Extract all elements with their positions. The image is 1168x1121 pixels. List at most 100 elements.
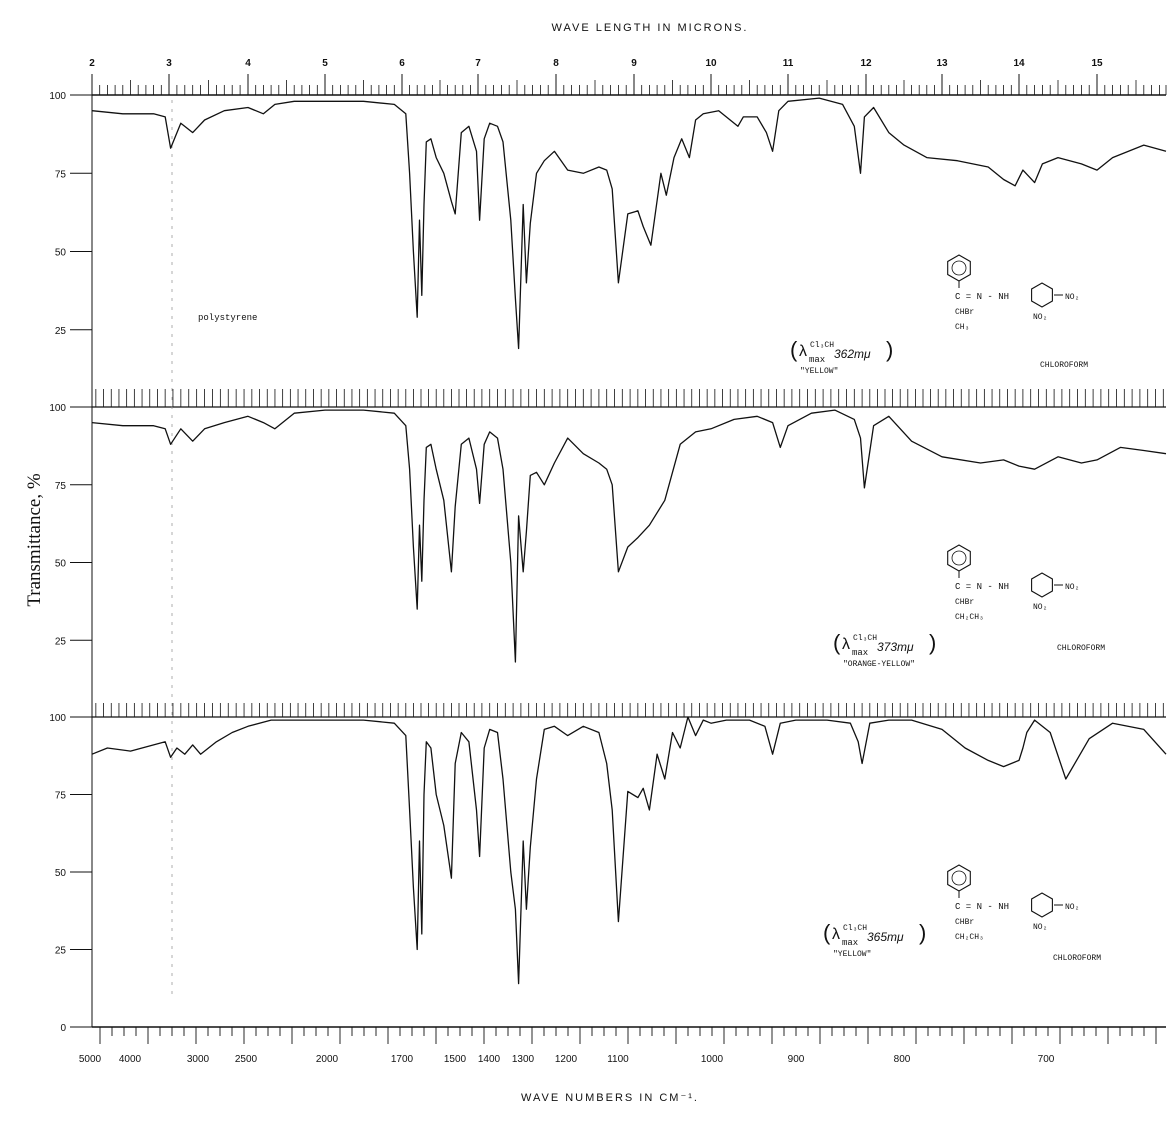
lambda-paren-close: ) [919, 920, 926, 945]
y-tick-label: 100 [49, 403, 66, 414]
structure-alkyl-text: CH₃ [955, 323, 969, 332]
top-tick-label: 14 [1013, 58, 1025, 69]
aromatic-circle-icon [951, 870, 967, 886]
axes-layer: 2 3 4 5 6 7 8 9 10 11 12 13 14 15 5000 4000 3000 2500 2000… [49, 58, 1167, 1065]
aromatic-circle-icon [951, 550, 967, 566]
structure-nitro-ortho-text: NO₂ [1033, 313, 1047, 322]
nitrophenyl-ring-icon [1031, 892, 1053, 918]
structure-alkyl-text: CH₂CH₃ [955, 933, 984, 942]
traces-layer [91, 97, 1167, 985]
bottom-tick-label: 1100 [607, 1054, 629, 1065]
structure-chbr-text: CHBr [955, 918, 974, 927]
lambda-max-value: 365mμ [867, 930, 904, 944]
y-tick-label: 25 [55, 326, 67, 337]
lambda-paren-open: ( [823, 920, 831, 945]
color-note: "ORANGE-YELLOW" [843, 660, 915, 669]
lambda-max-value: 373mμ [877, 640, 914, 654]
lambda-max-value: 362mμ [834, 347, 871, 361]
spectrum-trace-3 [91, 716, 1167, 985]
bottom-tick-label: 1500 [444, 1054, 467, 1065]
y-tick-label: 75 [55, 169, 67, 180]
lambda-solvent-sup: Cl₃CH [843, 924, 867, 933]
y-tick-label: 100 [49, 713, 66, 724]
structure-alkyl-text: CH₂CH₃ [955, 613, 984, 622]
phenyl-ring-icon [947, 254, 971, 282]
lambda-symbol: λ [832, 926, 840, 943]
lambda-symbol: λ [799, 343, 807, 360]
bottom-tick-label: 5000 [79, 1054, 102, 1065]
y-tick-label: 50 [55, 559, 67, 570]
top-tick-label: 15 [1091, 58, 1103, 69]
bottom-tick-label: 700 [1038, 1054, 1055, 1065]
structure-hydrazone-text: C = N - NH [955, 902, 1009, 912]
bottom-tick-label: 1300 [512, 1054, 535, 1065]
y-tick-label: 75 [55, 791, 67, 802]
structure-nitro-ortho-text: NO₂ [1033, 603, 1047, 612]
color-note: "YELLOW" [833, 950, 871, 959]
lambda-max-label: max [852, 648, 868, 658]
sample-label: polystyrene [198, 313, 257, 323]
spectrum-trace-2 [91, 409, 1167, 663]
lambda-paren-open: ( [833, 630, 841, 655]
solvent-label: CHLOROFORM [1053, 954, 1101, 963]
structure-hydrazone-text: C = N - NH [955, 292, 1009, 302]
y-tick-label: 25 [55, 946, 67, 957]
top-axis-title: WAVE LENGTH IN MICRONS. [552, 22, 749, 34]
lambda-symbol: λ [842, 636, 850, 653]
bottom-tick-label: 1000 [701, 1054, 724, 1065]
phenyl-ring-icon [947, 864, 971, 892]
lambda-paren-close: ) [929, 630, 936, 655]
y-tick-label: 50 [55, 868, 67, 879]
y-tick-label: 100 [49, 91, 66, 102]
y-axis-label: Transmittance, % [24, 473, 45, 607]
nitrophenyl-ring-icon [1031, 282, 1053, 308]
bottom-tick-label: 2000 [316, 1054, 339, 1065]
solvent-label: CHLOROFORM [1057, 644, 1105, 653]
phenyl-ring-icon [947, 544, 971, 572]
structure-hydrazone-text: C = N - NH [955, 582, 1009, 592]
lambda-max-label: max [842, 938, 858, 948]
bottom-axis-title: WAVE NUMBERS IN CM⁻¹. [521, 1092, 699, 1104]
bottom-tick-label: 1700 [391, 1054, 414, 1065]
bottom-tick-label: 800 [894, 1054, 911, 1065]
top-tick-label: 12 [860, 58, 872, 69]
bottom-tick-label: 3000 [187, 1054, 210, 1065]
top-tick-label: 7 [475, 58, 481, 69]
bottom-tick-label: 4000 [119, 1054, 142, 1065]
top-tick-label: 13 [936, 58, 948, 69]
top-tick-label: 3 [166, 58, 172, 69]
lambda-paren-open: ( [790, 337, 798, 362]
top-tick-label: 5 [322, 58, 328, 69]
solvent-label: CHLOROFORM [1040, 361, 1088, 370]
y-tick-label: 0 [60, 1023, 66, 1034]
color-note: "YELLOW" [800, 367, 838, 376]
lambda-paren-close: ) [886, 337, 893, 362]
bottom-tick-label: 900 [788, 1054, 805, 1065]
top-tick-label: 9 [631, 58, 637, 69]
structure-chbr-text: CHBr [955, 598, 974, 607]
top-tick-label: 4 [245, 58, 251, 69]
lambda-solvent-sup: Cl₃CH [853, 634, 877, 643]
bottom-tick-label: 1400 [478, 1054, 501, 1065]
structure-nitro-para-text: NO₂ [1065, 293, 1079, 302]
y-tick-label: 50 [55, 248, 67, 259]
nitrophenyl-ring-icon [1031, 572, 1053, 598]
y-tick-label: 75 [55, 481, 67, 492]
top-tick-label: 2 [89, 58, 95, 69]
top-tick-label: 8 [553, 58, 559, 69]
spectrum-trace-1 [91, 97, 1167, 350]
structure-nitro-para-text: NO₂ [1065, 903, 1079, 912]
top-tick-label: 10 [705, 58, 717, 69]
y-tick-label: 25 [55, 636, 67, 647]
lambda-solvent-sup: Cl₃CH [810, 341, 834, 350]
structure-chbr-text: CHBr [955, 308, 974, 317]
lambda-max-label: max [809, 355, 825, 365]
top-tick-label: 11 [783, 58, 794, 69]
top-tick-label: 6 [399, 58, 405, 69]
structure-nitro-para-text: NO₂ [1065, 583, 1079, 592]
bottom-tick-label: 1200 [555, 1054, 578, 1065]
bottom-tick-label: 2500 [235, 1054, 258, 1065]
